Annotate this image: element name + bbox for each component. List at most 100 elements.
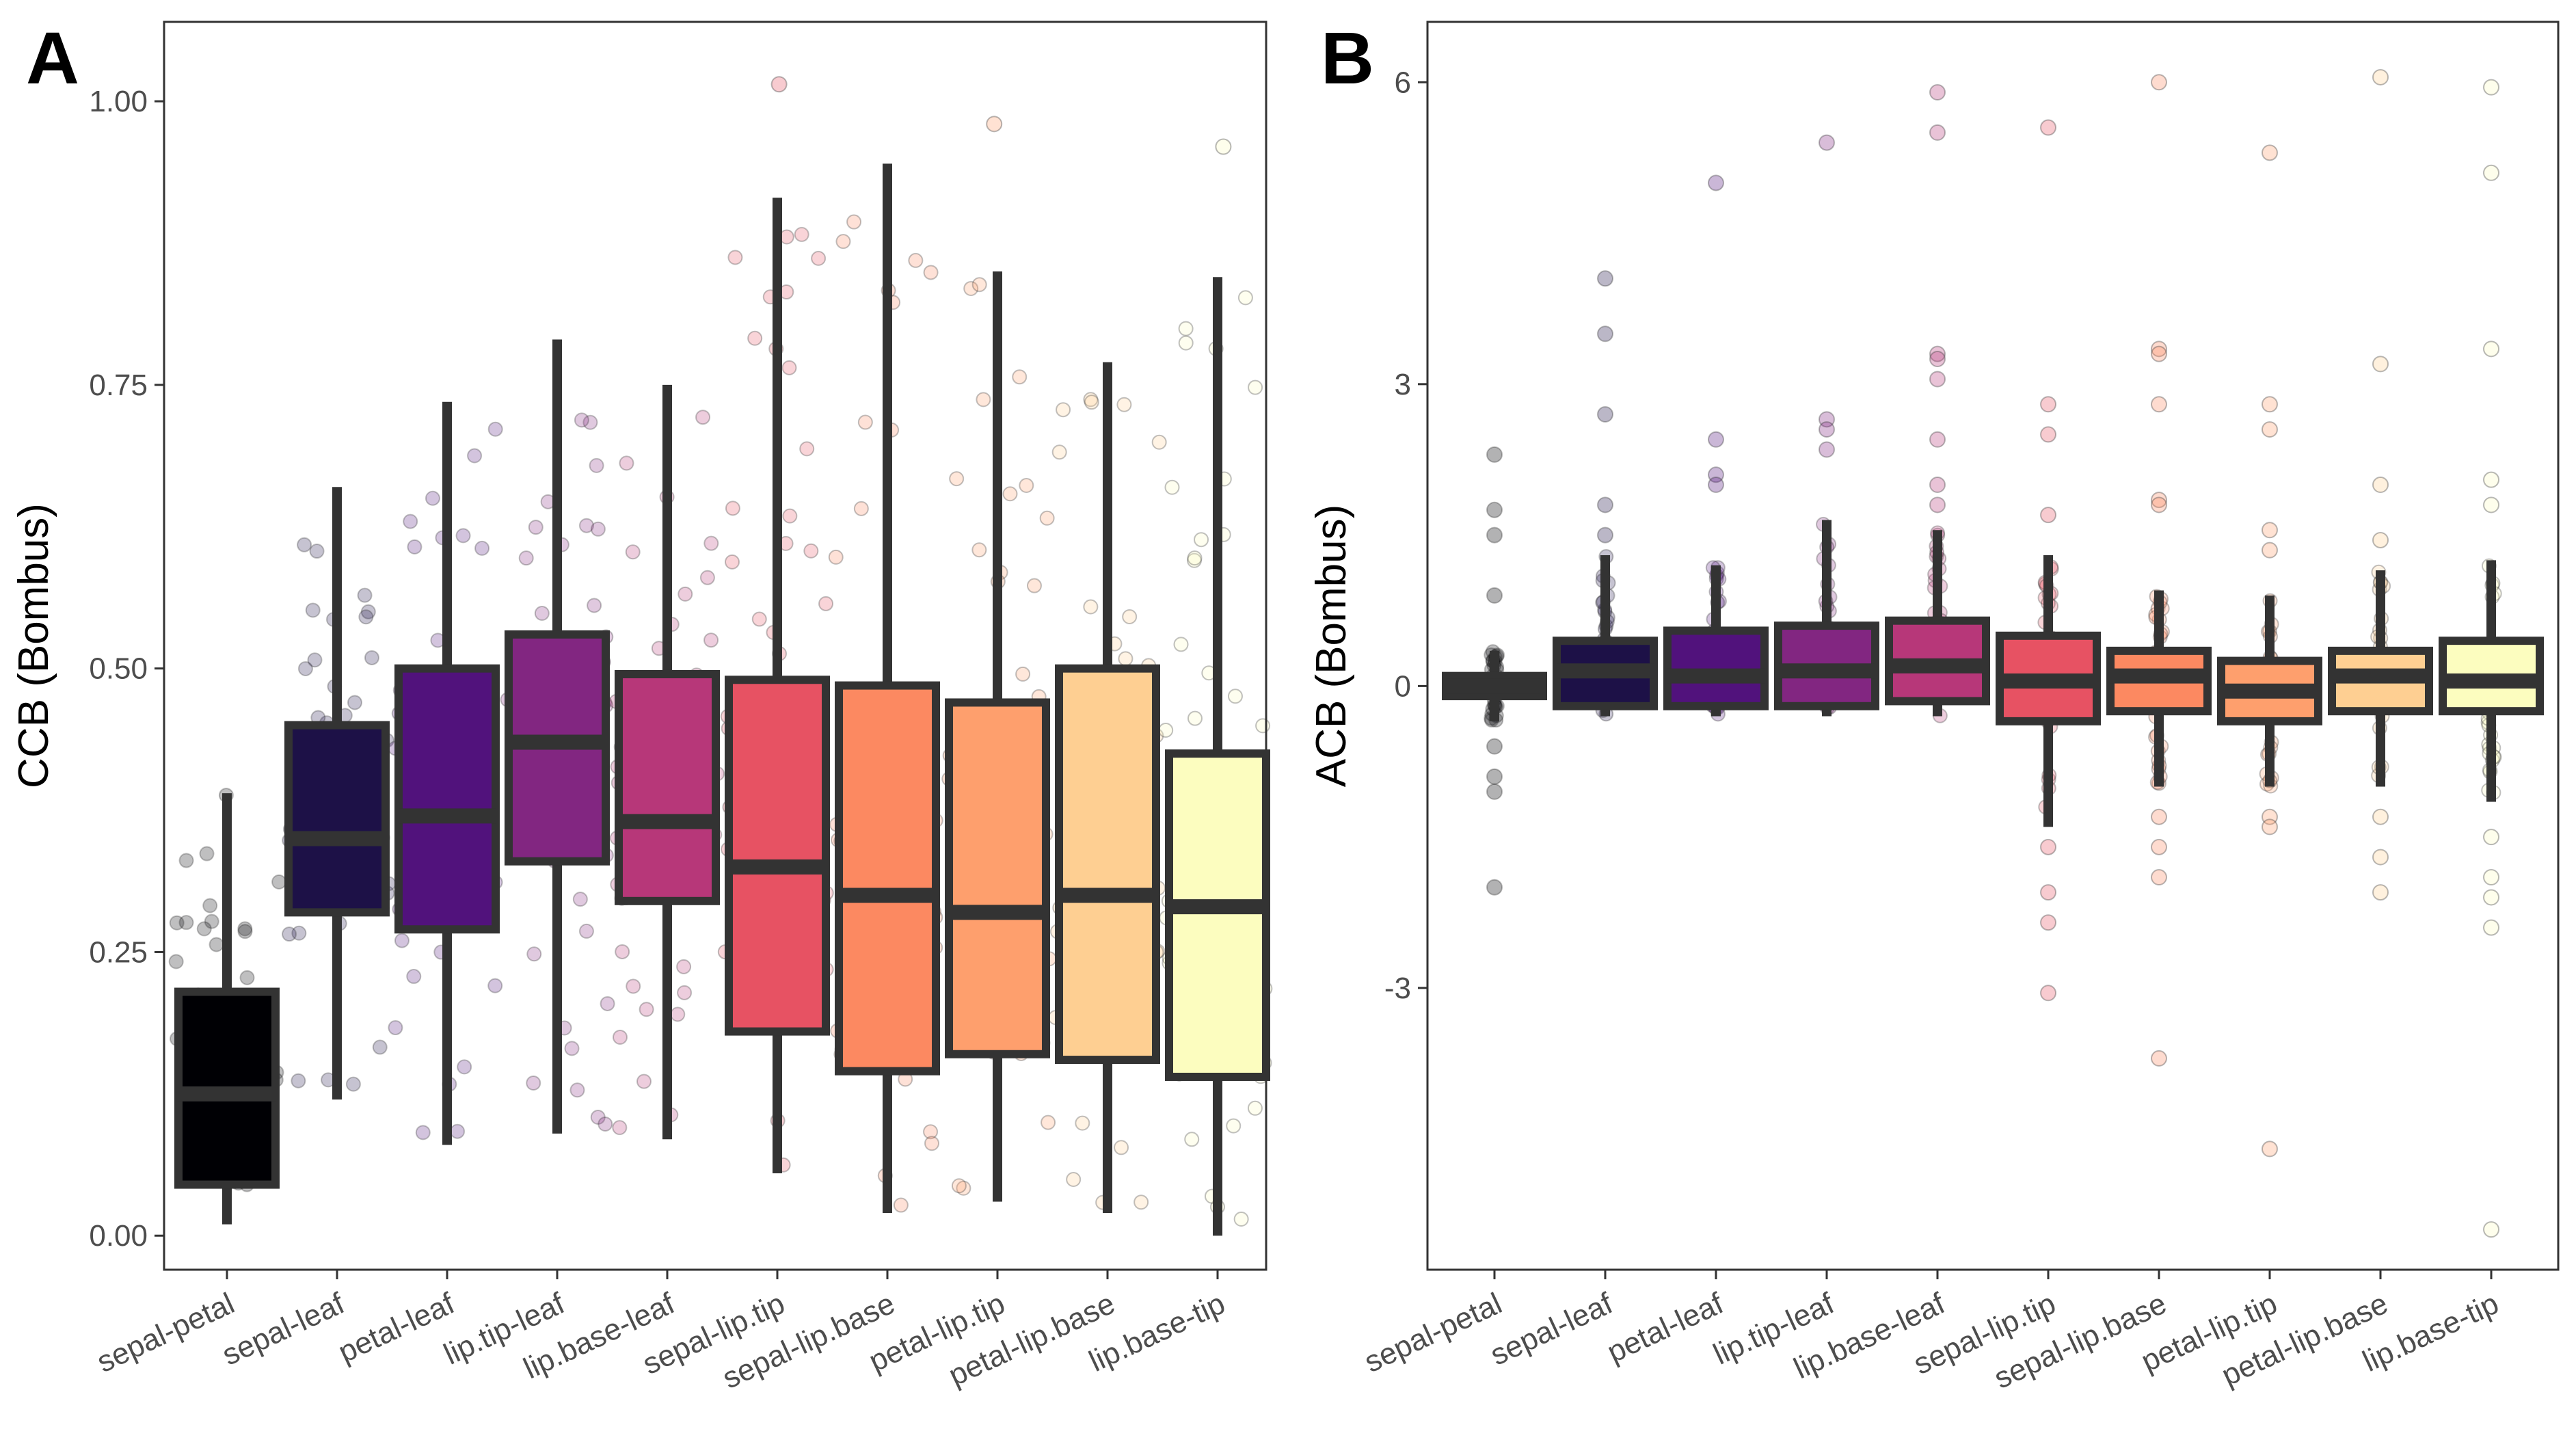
panel-b-outlier-point (2151, 341, 2167, 358)
panel-a-jitter-point (487, 421, 503, 437)
panel-b-y-tick-label: -3 (1384, 972, 1411, 1005)
panel-b-outlier-point (2262, 1140, 2278, 1158)
panel-a-jitter-point (1114, 1140, 1129, 1156)
panel-b-outlier-point (2040, 914, 2056, 931)
panel-a-jitter-point (305, 602, 321, 618)
panel-a-jitter-point (578, 518, 594, 533)
panel-a-jitter-point (196, 921, 212, 937)
panel-a-box-lip.base-leaf (615, 384, 720, 1140)
panel-a-box-petal-lip.tip (945, 271, 1050, 1202)
panel-a-jitter-point (357, 587, 373, 603)
panel-a-jitter-point (364, 650, 379, 665)
panel-a-jitter-point (619, 455, 634, 471)
panel-a-jitter-point (388, 1020, 403, 1036)
panel-b-outlier-point (1486, 526, 1503, 544)
panel-a-jitter-point (526, 1076, 541, 1091)
panel-b-outlier-point (1486, 783, 1503, 800)
panel-a-jitter-point (1015, 666, 1031, 682)
panel-a-box-lip.tip-leaf (505, 339, 610, 1134)
panel-b-outlier-point (2483, 829, 2499, 846)
panel-b-outlier-point (2262, 522, 2278, 539)
panel-b-outlier-point (1819, 421, 1835, 438)
panel-a-jitter-point (1247, 1100, 1263, 1116)
panel-a-jitter-point (1041, 1114, 1056, 1130)
panel-b-outlier-point (2151, 396, 2167, 413)
panel-a-x-axis: sepal-petalsepal-leafpetal-leaflip.tip-l… (92, 1270, 1230, 1396)
panel-a-jitter-point (828, 549, 844, 565)
panel-a-jitter-point (457, 1059, 472, 1075)
panel-a-jitter-point (526, 946, 542, 962)
panel-a-jitter-point (291, 925, 307, 941)
panel-a-jitter-point (1051, 444, 1067, 460)
panel-b-outlier-point (1597, 325, 1613, 343)
panel-a-jitter-point (291, 1073, 306, 1089)
panel-a-jitter-point (1084, 395, 1099, 410)
panel-a-jitter-point (1026, 578, 1042, 593)
panel-a-jitter-point (1133, 1194, 1149, 1210)
panel-b-outlier-point (2151, 345, 2167, 362)
panel-a-jitter-point (528, 520, 544, 535)
panel-b-outlier-point (2372, 531, 2389, 548)
panel-a-jitter-point (677, 985, 693, 1000)
panel-a-jitter-point (1233, 1211, 1249, 1227)
panel-b-y-axis: -3 0 3 6 (1384, 66, 1427, 1005)
panel-a-jitter-point (818, 596, 834, 611)
panel-b-outlier-point (1929, 431, 1946, 448)
panel-b-outlier-point (2483, 919, 2499, 936)
panel-a-jitter-point (1116, 397, 1132, 412)
panel-b-outlier-point (1929, 351, 1946, 368)
panel-a-jitter-point (703, 632, 719, 648)
panel-b-box-petal-leaf (1663, 565, 1769, 717)
panel-a-jitter-point (956, 1180, 971, 1196)
panel-a-jitter-point (724, 554, 740, 570)
panel-a-jitter-point (582, 414, 598, 430)
panel-b-outlier-point (1819, 441, 1835, 458)
panel-a-box-sepal-petal (174, 793, 280, 1225)
panel-b-box-sepal-lip.tip (1996, 555, 2101, 827)
panel-a-jitter-point (951, 1178, 967, 1194)
panel-a-jitter-point (615, 944, 630, 959)
panel-a-box-sepal-leaf (284, 487, 390, 1100)
panel-b-outlier-point (2040, 985, 2056, 1002)
panel-b-outlier-point (1486, 738, 1503, 755)
panel-a-box-petal-leaf (394, 401, 500, 1145)
panel-a-box-sepal-lip.tip (725, 198, 830, 1173)
panel-a-box-iqr (394, 664, 500, 934)
panel-a-jitter-point (1173, 637, 1189, 652)
panel-b-outlier-point (2151, 496, 2167, 513)
panel-a-jitter-point (534, 606, 550, 622)
panel-b-outlier-point (2262, 808, 2278, 825)
panel-b-outlier-point (2483, 496, 2499, 513)
panel-a-jitter-point (853, 500, 869, 516)
panel-a-jitter-point (407, 539, 422, 555)
panel-label-a: A (26, 16, 79, 99)
panel-b-outlier-point (1708, 466, 1724, 483)
panel-b-outlier-point (2483, 164, 2499, 181)
panel-a-jitter-point (358, 609, 374, 625)
panel-b-y-tick-label: 6 (1395, 66, 1411, 99)
panel-a-jitter-point (725, 500, 740, 516)
panel-a-jitter-point (639, 1002, 654, 1017)
panel-b-x-tick-label: sepal-leaf (1486, 1286, 1618, 1372)
panel-b-outlier-point (2040, 507, 2056, 524)
panel-a-jitter-point (971, 542, 987, 558)
panel-b-outlier-point (1819, 134, 1835, 151)
panel-b-outlier-point (2262, 818, 2278, 836)
panel-a-jitter-point (1164, 479, 1180, 495)
panel-a-x-tick-label: sepal-petal (92, 1287, 239, 1379)
panel-a-jitter-point (209, 937, 224, 952)
panel-b-outlier-point (1486, 879, 1503, 896)
panel-a-jitter-point (1178, 321, 1194, 336)
panel-a-jitter-point (636, 1073, 652, 1089)
panel-a-box-iqr (284, 721, 390, 917)
panel-a-jitter-point (204, 913, 219, 929)
panel-a-jitter-point (908, 252, 924, 268)
panel-b-x-tick-label: petal-leaf (1602, 1286, 1728, 1369)
panel-a-jitter-point (1066, 1171, 1082, 1187)
panel-a-jitter-point (587, 598, 602, 613)
panel-a-jitter-point (518, 550, 534, 566)
panel-b-outlier-point (2040, 119, 2056, 136)
panel-a-jitter-point (963, 280, 979, 296)
panel-b-outlier-point (2262, 542, 2278, 559)
panel-a-jitter-point (1187, 550, 1203, 566)
